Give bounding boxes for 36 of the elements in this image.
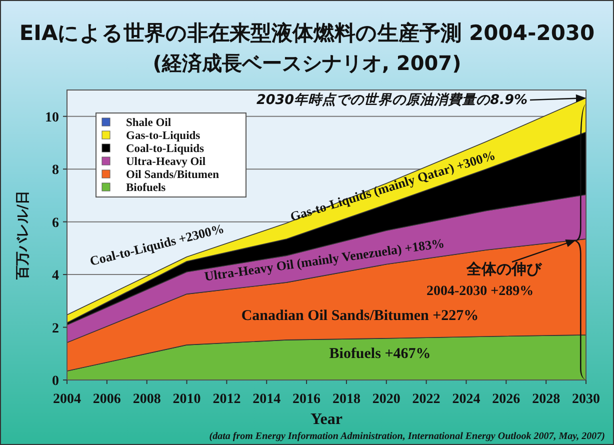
- x-tick-label: 2006: [92, 392, 121, 407]
- text: (data from Energy Information Administration, International Energy Outlook 2007, May, 2007): [209, 431, 605, 442]
- y-tick-label: 0: [52, 374, 59, 389]
- x-tick-label: 2014: [252, 392, 281, 407]
- y-tick-label: 4: [52, 268, 59, 284]
- legend-label: Ultra-Heavy Oil: [126, 156, 206, 168]
- chart-subtitle: (経済成長ベースシナリオ, 2007): [152, 51, 462, 75]
- x-tick-label: 2008: [132, 392, 161, 407]
- legend-label: Coal-to-Liquids: [126, 143, 204, 155]
- x-tick-label: 2010: [172, 392, 201, 407]
- annotation: 2030年時点での世界の原油消費量の8.9%: [256, 92, 528, 108]
- x-tick-label: 2024: [452, 392, 480, 407]
- chart-title: EIAによる世界の非在来型液体燃料の生産予測 2004-2030: [19, 21, 595, 45]
- y-tick-label: 10: [45, 110, 59, 126]
- x-tick-label: 2022: [412, 392, 440, 407]
- legend-label: Biofuels: [126, 182, 166, 194]
- legend-label: Oil Sands/Bitumen: [126, 169, 220, 181]
- annotation: Canadian Oil Sands/Bitumen +227%: [241, 308, 479, 324]
- x-axis-title: Year: [310, 411, 342, 428]
- x-tick-label: 2012: [212, 392, 241, 407]
- x-tick-label: 2026: [492, 392, 520, 407]
- annotation: 2004-2030 +289%: [426, 284, 534, 299]
- x-tick-label: 2020: [372, 392, 400, 407]
- annotation: 全体の伸び: [466, 260, 542, 278]
- y-axis-title: 百万バレル/日: [15, 190, 31, 281]
- y-tick-label: 8: [52, 163, 59, 178]
- annotation: Biofuels +467%: [329, 346, 431, 362]
- x-tick-label: 2004: [53, 392, 81, 407]
- x-tick-label: 2030: [572, 392, 600, 407]
- legend-label: Gas-to-Liquids: [126, 130, 201, 142]
- x-tick-label: 2028: [532, 392, 560, 407]
- x-tick-label: 2016: [292, 392, 321, 407]
- legend-label: Shale Oil: [126, 117, 172, 129]
- y-tick-label: 6: [52, 216, 59, 231]
- x-tick-label: 2018: [332, 392, 360, 407]
- y-tick-label: 2: [52, 321, 59, 336]
